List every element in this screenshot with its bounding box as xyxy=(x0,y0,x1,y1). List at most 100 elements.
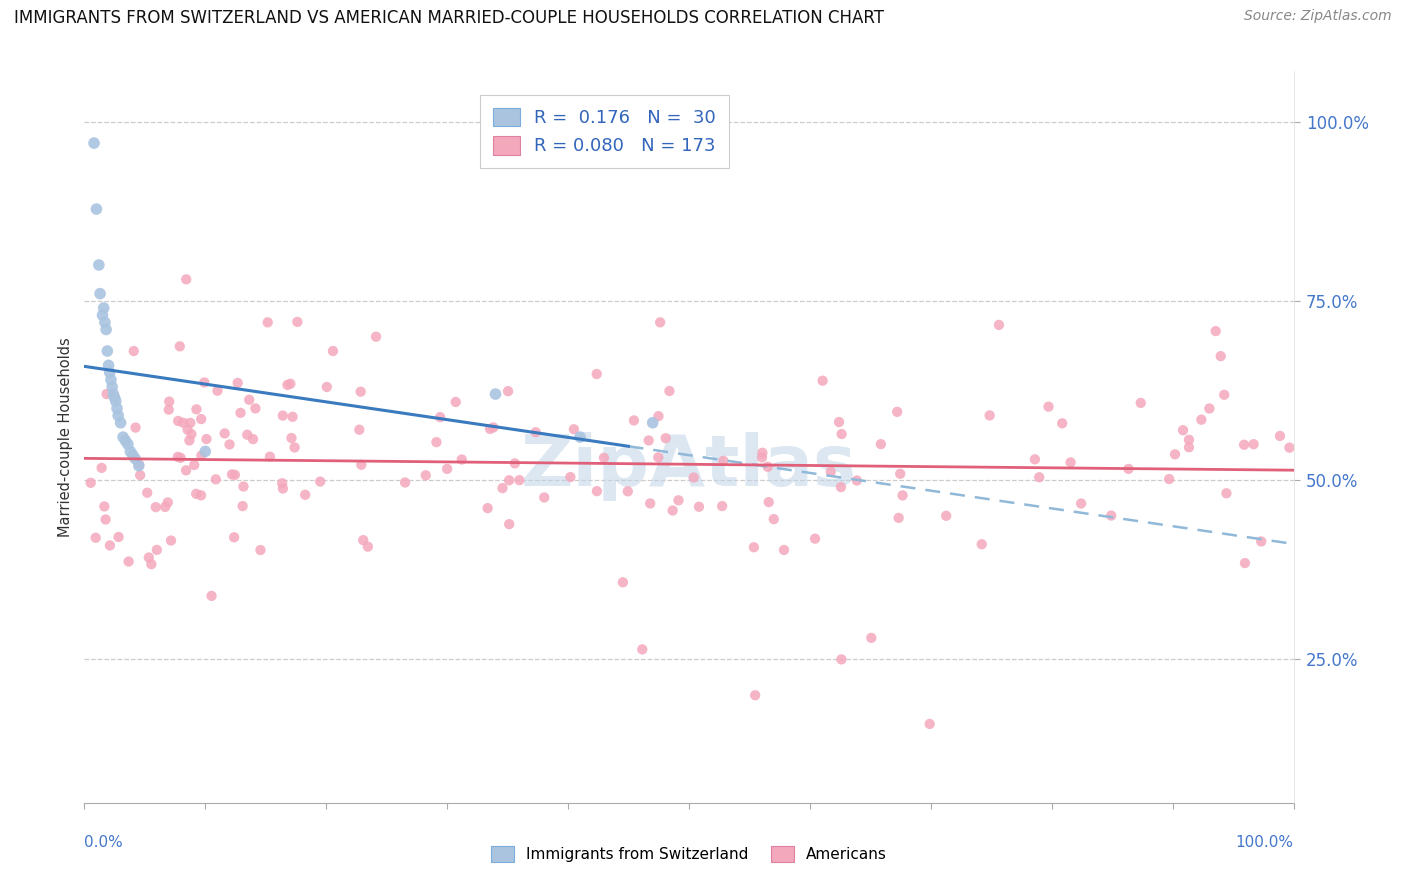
Point xyxy=(86,202,108,216)
Point xyxy=(1215,486,1237,500)
Point xyxy=(742,541,765,555)
Point xyxy=(1268,429,1291,443)
Point xyxy=(524,425,547,440)
Point xyxy=(157,394,180,409)
Point xyxy=(186,487,208,501)
Point xyxy=(482,420,505,434)
Point xyxy=(256,315,278,329)
Point xyxy=(352,533,374,548)
Point xyxy=(1159,472,1181,486)
Point xyxy=(96,387,118,401)
Point xyxy=(309,475,332,489)
Point xyxy=(166,450,188,464)
Point xyxy=(1118,462,1140,476)
Point xyxy=(94,512,117,526)
Point xyxy=(190,449,212,463)
Point xyxy=(190,488,212,502)
Point xyxy=(218,437,240,451)
Point xyxy=(751,446,773,460)
Point xyxy=(623,413,645,427)
Point xyxy=(194,444,217,458)
Point xyxy=(1233,556,1256,570)
Point xyxy=(682,470,704,484)
Point xyxy=(183,458,205,472)
Point xyxy=(207,384,229,398)
Point xyxy=(96,344,118,359)
Point xyxy=(436,462,458,476)
Point xyxy=(276,378,298,392)
Point xyxy=(190,412,212,426)
Point xyxy=(498,473,520,487)
Point xyxy=(508,473,530,487)
Point xyxy=(242,432,264,446)
Point xyxy=(1024,452,1046,467)
Point xyxy=(886,405,908,419)
Point xyxy=(103,387,125,401)
Point xyxy=(688,500,710,514)
Point xyxy=(167,414,190,428)
Point xyxy=(870,437,893,451)
Point xyxy=(117,437,139,451)
Point xyxy=(294,488,316,502)
Point xyxy=(221,467,243,482)
Point xyxy=(80,475,103,490)
Point xyxy=(364,329,387,343)
Point xyxy=(322,344,344,359)
Point xyxy=(91,308,114,322)
Point xyxy=(1059,455,1081,469)
Point xyxy=(658,384,681,398)
Point xyxy=(979,409,1001,423)
Point xyxy=(169,450,191,465)
Point xyxy=(415,468,437,483)
Point xyxy=(315,380,337,394)
Point xyxy=(647,409,669,424)
Point xyxy=(860,631,883,645)
Point xyxy=(117,554,139,568)
Point xyxy=(887,511,910,525)
Point xyxy=(112,430,135,444)
Point xyxy=(153,500,176,514)
Point xyxy=(429,410,451,425)
Point xyxy=(756,459,779,474)
Point xyxy=(122,344,145,359)
Point xyxy=(425,435,447,450)
Point xyxy=(280,431,302,445)
Point xyxy=(145,500,167,515)
Point xyxy=(176,423,198,437)
Point xyxy=(1164,447,1187,461)
Point xyxy=(1233,438,1256,452)
Point xyxy=(638,496,661,510)
Point xyxy=(612,575,634,590)
Point xyxy=(141,558,163,572)
Point xyxy=(156,495,179,509)
Point xyxy=(831,427,853,442)
Point xyxy=(450,452,472,467)
Point xyxy=(226,376,249,390)
Point xyxy=(259,450,281,464)
Point xyxy=(146,542,169,557)
Point xyxy=(828,415,851,429)
Point xyxy=(394,475,416,490)
Point xyxy=(845,474,868,488)
Point xyxy=(711,454,734,468)
Point xyxy=(236,427,259,442)
Point xyxy=(773,543,796,558)
Point xyxy=(711,499,734,513)
Point xyxy=(128,458,150,473)
Point xyxy=(479,422,502,436)
Point xyxy=(1171,423,1194,437)
Point xyxy=(238,392,260,407)
Point xyxy=(84,531,107,545)
Point xyxy=(229,406,252,420)
Point xyxy=(830,480,852,494)
Point xyxy=(110,416,132,430)
Y-axis label: Married-couple Households: Married-couple Households xyxy=(58,337,73,537)
Point xyxy=(444,395,467,409)
Point xyxy=(569,430,592,444)
Point xyxy=(1038,400,1060,414)
Point xyxy=(245,401,267,416)
Point xyxy=(560,470,582,484)
Point xyxy=(491,481,513,495)
Point xyxy=(94,322,117,336)
Point xyxy=(98,366,121,380)
